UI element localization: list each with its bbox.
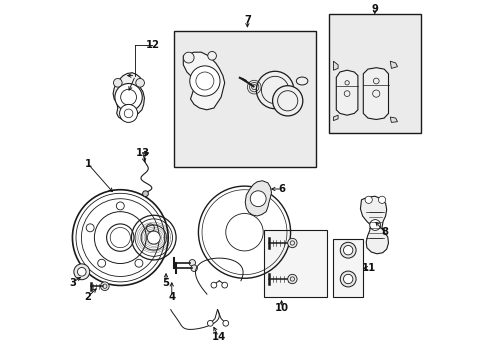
Circle shape	[113, 78, 122, 87]
Circle shape	[223, 320, 228, 326]
Polygon shape	[333, 115, 337, 121]
Circle shape	[340, 242, 355, 258]
Circle shape	[115, 84, 142, 111]
Polygon shape	[244, 181, 271, 216]
Circle shape	[207, 320, 213, 326]
Bar	[332, 239, 363, 297]
Text: 5: 5	[162, 278, 169, 288]
Polygon shape	[360, 196, 387, 254]
Circle shape	[365, 196, 371, 203]
Bar	[264, 230, 326, 297]
Circle shape	[207, 51, 216, 60]
Circle shape	[106, 224, 134, 251]
Bar	[328, 14, 420, 133]
Circle shape	[189, 66, 220, 96]
Circle shape	[343, 246, 352, 255]
Text: 1: 1	[84, 159, 91, 169]
Circle shape	[256, 71, 293, 109]
Text: 9: 9	[370, 4, 378, 14]
Text: 2: 2	[84, 292, 91, 302]
Text: 11: 11	[361, 263, 375, 273]
Circle shape	[74, 264, 89, 280]
Circle shape	[222, 282, 227, 288]
Circle shape	[101, 282, 109, 291]
Circle shape	[287, 274, 296, 284]
Text: 3: 3	[69, 278, 76, 288]
Polygon shape	[389, 61, 397, 68]
Circle shape	[136, 78, 144, 87]
Circle shape	[369, 220, 380, 230]
Text: 7: 7	[244, 15, 250, 25]
Circle shape	[77, 267, 86, 276]
Polygon shape	[389, 117, 397, 122]
Polygon shape	[336, 70, 357, 115]
Text: 8: 8	[381, 227, 387, 237]
Polygon shape	[363, 68, 387, 120]
Circle shape	[190, 265, 197, 271]
Circle shape	[189, 260, 195, 266]
Text: 10: 10	[274, 303, 288, 313]
Circle shape	[183, 52, 194, 63]
Circle shape	[211, 282, 216, 288]
Circle shape	[86, 224, 94, 232]
Polygon shape	[113, 73, 144, 121]
Circle shape	[287, 238, 296, 248]
Circle shape	[343, 274, 352, 284]
Polygon shape	[333, 61, 337, 70]
Circle shape	[120, 104, 137, 122]
Ellipse shape	[296, 77, 307, 85]
Circle shape	[116, 202, 124, 210]
Circle shape	[378, 196, 385, 203]
Text: 6: 6	[278, 184, 285, 194]
Bar	[174, 31, 316, 167]
Text: 14: 14	[211, 332, 225, 342]
Circle shape	[142, 191, 148, 197]
Circle shape	[340, 271, 355, 287]
Circle shape	[250, 191, 265, 207]
Polygon shape	[183, 52, 224, 110]
Circle shape	[146, 224, 154, 232]
Text: 4: 4	[168, 292, 175, 302]
Text: 12: 12	[145, 40, 159, 50]
Circle shape	[98, 259, 105, 267]
Circle shape	[147, 231, 160, 244]
Text: 13: 13	[136, 148, 150, 158]
Circle shape	[272, 86, 302, 116]
Circle shape	[135, 259, 142, 267]
